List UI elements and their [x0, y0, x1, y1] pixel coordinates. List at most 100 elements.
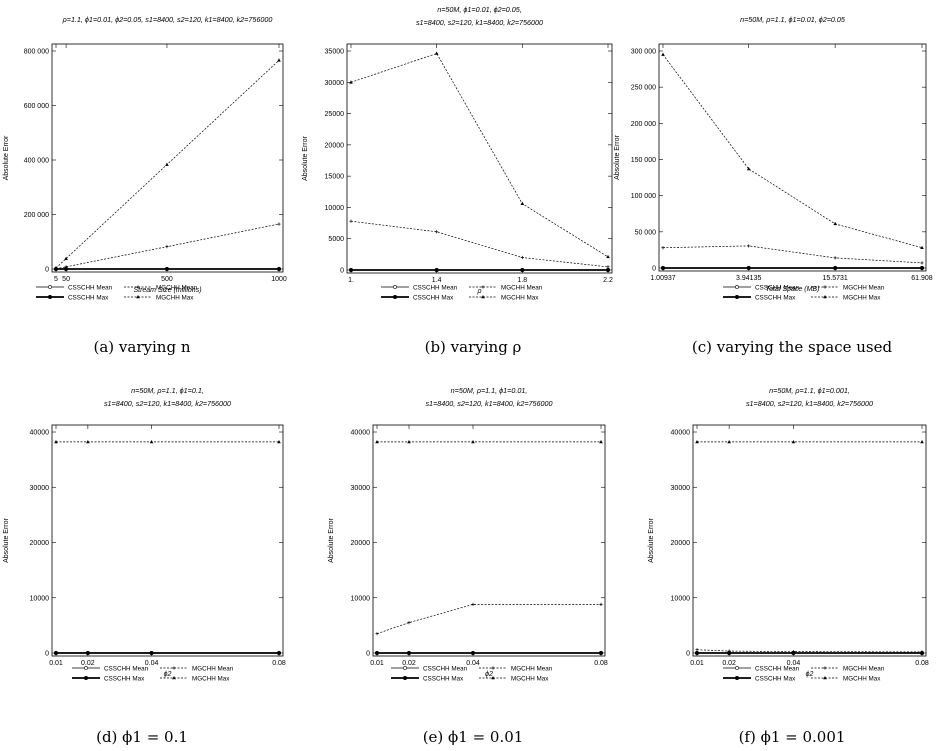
- chart-panel: 0 10000 20000 30000 40000 0.01 0.02 0.04 0.08 ϕ2 A…: [648, 386, 929, 746]
- x-axis-label: Total Space (MB): [766, 286, 820, 293]
- data-point: [375, 651, 379, 655]
- data-point: [735, 295, 739, 299]
- legend-label: CSSCHH Mean: [755, 665, 800, 672]
- data-point: [64, 256, 68, 260]
- plot-frame: [372, 424, 606, 657]
- data-point: [920, 439, 924, 444]
- data-point: [349, 80, 353, 84]
- data-point: [165, 162, 169, 166]
- data-point: [434, 268, 439, 272]
- y-tick-label: 20000: [351, 540, 371, 547]
- data-point: [606, 265, 610, 269]
- y-axis-label: Absolute Error: [614, 134, 621, 179]
- y-tick-label: 200 000: [631, 121, 656, 128]
- data-point: [84, 676, 88, 680]
- y-tick-label: 150 000: [631, 157, 656, 164]
- x-tick-label: 15.5731: [823, 275, 848, 282]
- legend-label: CSSCHH Max: [68, 294, 109, 301]
- data-point: [661, 266, 665, 270]
- data-point: [136, 285, 140, 289]
- data-point: [661, 52, 665, 56]
- x-tick-label: 0.02: [81, 660, 95, 667]
- data-point: [349, 219, 353, 223]
- y-tick-label: 40000: [351, 430, 371, 437]
- figure-caption: (b) varying ρ: [425, 338, 522, 356]
- data-point: [136, 295, 140, 299]
- series-line: [376, 604, 601, 635]
- x-tick-label: 1.00937: [650, 275, 675, 282]
- y-tick-label: 10000: [30, 595, 50, 602]
- y-tick-label: 10000: [351, 595, 371, 602]
- chart-subtitle: s1=8400, s2=120, k1=8400, k2=756000: [425, 399, 552, 408]
- y-tick-label: 250 000: [631, 85, 656, 92]
- data-point: [920, 245, 924, 250]
- x-axis-label: ϕ2: [485, 671, 493, 678]
- data-point: [606, 254, 610, 259]
- chart-title: n=50M, ρ=1.1, ϕ1=0.1,: [131, 386, 204, 395]
- y-tick-label: 15000: [325, 174, 345, 181]
- series-line: [55, 60, 280, 269]
- y-tick-label: 40000: [30, 430, 50, 437]
- data-point: [84, 666, 88, 670]
- data-point: [920, 651, 924, 655]
- series-line: [696, 649, 923, 653]
- legend-label: MGCHH Mean: [843, 665, 885, 672]
- data-point: [149, 651, 154, 655]
- data-point: [54, 265, 58, 270]
- x-tick-label: 0.08: [915, 660, 929, 667]
- chart-panel: 0 10000 20000 30000 40000 0.01 0.02 0.04 0.08 ϕ2 A…: [328, 386, 608, 746]
- y-tick-label: 30000: [30, 485, 50, 492]
- x-axis-label: ϕ2: [806, 671, 814, 678]
- y-tick-label: 20000: [671, 540, 691, 547]
- chart-legend: CSSCHH Mean MGCHH Mean CSSCHH Max MGCHH Max: [381, 284, 543, 301]
- data-point: [277, 651, 281, 655]
- legend-label: CSSCHH Max: [423, 675, 464, 682]
- data-point: [920, 261, 924, 265]
- legend-label: CSSCHH Mean: [104, 665, 149, 672]
- data-point: [481, 295, 485, 299]
- data-point: [791, 439, 796, 444]
- figure-caption: (d) ϕ1 = 0.1: [96, 728, 188, 746]
- y-axis-label: Absolute Error: [3, 517, 10, 562]
- y-tick-label: 50 000: [635, 229, 657, 236]
- x-tick-label: 1.4: [432, 277, 442, 284]
- y-tick-label: 30000: [671, 485, 691, 492]
- chart-title: n=50M, ρ=1.1, ϕ1=0.001,: [769, 386, 850, 395]
- data-point: [375, 632, 379, 636]
- data-point: [48, 285, 52, 289]
- x-tick-label: 500: [161, 276, 173, 283]
- figure-caption: (f) ϕ1 = 0.001: [739, 728, 846, 746]
- y-axis-label: Absolute Error: [302, 135, 309, 180]
- legend-label: MGCHH Mean: [511, 665, 553, 672]
- legend-label: MGCHH Mean: [501, 284, 543, 291]
- x-tick-label: 0.02: [402, 660, 416, 667]
- legend-label: CSSCHH Mean: [423, 665, 468, 672]
- data-point: [746, 166, 751, 171]
- legend-label: CSSCHH Mean: [413, 284, 458, 291]
- data-point: [407, 621, 411, 625]
- data-point: [735, 666, 739, 670]
- x-tick-label: 0.08: [594, 660, 608, 667]
- data-point: [520, 268, 525, 272]
- x-tick-label: 0.04: [787, 660, 801, 667]
- data-point: [823, 285, 827, 289]
- chart-panel: 0 5000 10000 15000 20000 25000 30000 35000 1. 1.4…: [302, 5, 613, 356]
- series-line: [662, 245, 923, 264]
- chart-panel: 0 10000 20000 30000 40000 0.01 0.02 0.04 0.08 ϕ2 A…: [3, 386, 286, 746]
- legend-label: CSSCHH Max: [413, 294, 454, 301]
- chart-subtitle: s1=8400, s2=120, k1=8400, k2=756000: [416, 18, 543, 27]
- y-tick-label: 300 000: [631, 49, 656, 56]
- data-point: [920, 266, 924, 270]
- data-point: [520, 201, 525, 205]
- y-tick-label: 20000: [30, 540, 50, 547]
- data-point: [164, 267, 169, 271]
- data-point: [149, 439, 154, 444]
- data-point: [481, 285, 485, 289]
- x-tick-label: 61.908: [911, 275, 933, 282]
- data-point: [491, 666, 495, 670]
- x-tick-label: 3.94135: [736, 275, 761, 282]
- plot-frame: [51, 43, 284, 273]
- series-line: [350, 53, 609, 258]
- y-tick-label: 400 000: [24, 158, 49, 165]
